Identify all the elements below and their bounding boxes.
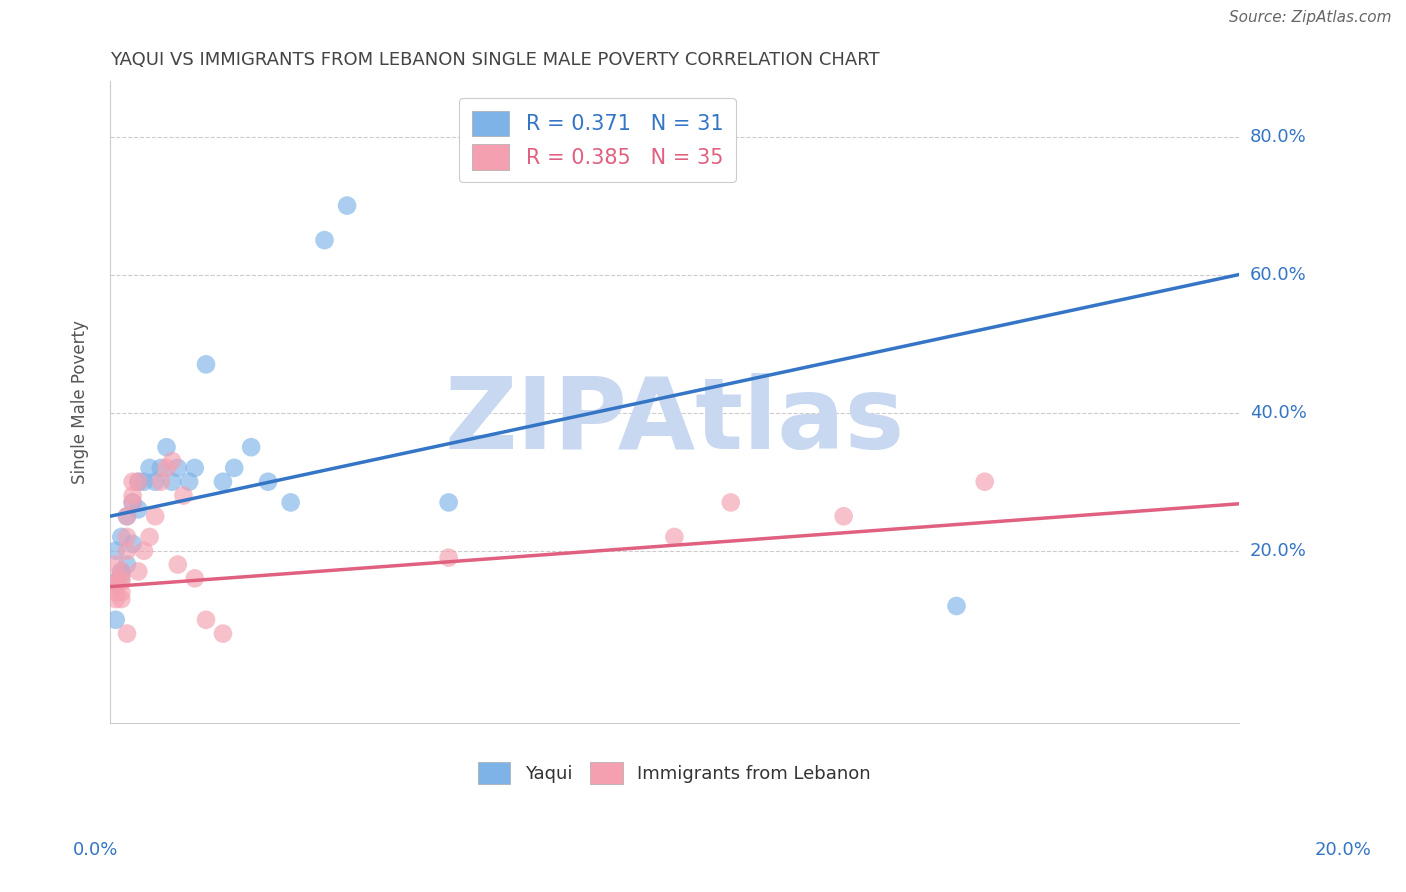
Point (166, 558, 188, 572)
Point (121, 475, 143, 489)
Point (155, 440, 177, 454)
Text: 20.0%: 20.0% (1250, 541, 1306, 560)
Point (437, 550, 460, 565)
Point (104, 543, 127, 558)
Point (115, 558, 138, 572)
Point (212, 626, 235, 640)
Point (149, 461, 172, 475)
Point (160, 475, 183, 489)
Point (104, 578, 127, 592)
Point (212, 475, 235, 489)
Point (110, 565, 132, 579)
Point (110, 530, 132, 544)
Point (183, 461, 205, 475)
Point (115, 509, 138, 524)
Point (127, 565, 149, 579)
Point (104, 574, 127, 589)
Point (664, 530, 686, 544)
Point (115, 530, 138, 544)
Point (160, 454, 183, 468)
Point (127, 502, 149, 516)
Point (177, 475, 200, 489)
Point (195, 357, 218, 371)
Text: 40.0%: 40.0% (1250, 404, 1306, 422)
Point (132, 543, 155, 558)
Point (143, 509, 166, 524)
Point (104, 613, 127, 627)
Point (720, 495, 742, 509)
Point (104, 585, 127, 599)
Point (166, 461, 188, 475)
Point (195, 613, 218, 627)
Point (437, 495, 460, 509)
Point (945, 599, 967, 613)
Point (240, 440, 263, 454)
Point (138, 530, 160, 544)
Point (138, 461, 160, 475)
Point (121, 537, 143, 551)
Text: 60.0%: 60.0% (1250, 266, 1306, 284)
Point (110, 592, 132, 607)
Text: Source: ZipAtlas.com: Source: ZipAtlas.com (1229, 11, 1392, 25)
Legend: Yaqui, Immigrants from Lebanon: Yaqui, Immigrants from Lebanon (471, 755, 879, 791)
Point (183, 571, 205, 585)
Point (110, 571, 132, 585)
Point (115, 543, 138, 558)
Text: 0.0%: 0.0% (73, 840, 118, 858)
Point (257, 475, 280, 489)
Text: 80.0%: 80.0% (1250, 128, 1306, 145)
Point (172, 489, 194, 503)
Point (224, 461, 246, 475)
Point (127, 475, 149, 489)
Point (832, 509, 855, 524)
Point (336, 198, 359, 212)
Point (149, 475, 172, 489)
Point (110, 574, 132, 589)
Point (110, 568, 132, 582)
Point (132, 475, 155, 489)
Point (110, 585, 132, 599)
Point (104, 558, 127, 572)
Point (973, 475, 995, 489)
Point (121, 489, 143, 503)
Point (280, 495, 302, 509)
Point (121, 495, 143, 509)
Point (115, 509, 138, 524)
Point (143, 475, 166, 489)
Point (121, 495, 143, 509)
Point (127, 475, 149, 489)
Text: ZIPAtlas: ZIPAtlas (444, 373, 904, 470)
Point (104, 574, 127, 589)
Point (110, 565, 132, 579)
Text: YAQUI VS IMMIGRANTS FROM LEBANON SINGLE MALE POVERTY CORRELATION CHART: YAQUI VS IMMIGRANTS FROM LEBANON SINGLE … (110, 51, 880, 69)
Y-axis label: Single Male Poverty: Single Male Poverty (72, 320, 89, 484)
Point (155, 461, 177, 475)
Point (314, 233, 336, 247)
Point (104, 592, 127, 607)
Text: 20.0%: 20.0% (1315, 840, 1371, 858)
Point (115, 626, 138, 640)
